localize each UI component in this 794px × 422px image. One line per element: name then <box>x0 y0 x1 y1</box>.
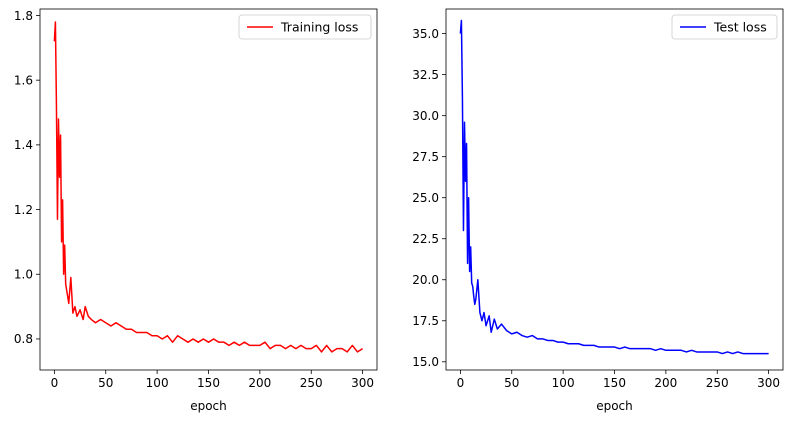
training-loss-y-tick-label: 1.0 <box>14 268 33 282</box>
test-loss-chart: 0 50 100 150 200 250 300 15.0 17.5 20.0 22.5 25.0 27… <box>412 8 784 413</box>
training-loss-x-tick-label: 300 <box>351 376 374 390</box>
test-loss-x-tick-label: 300 <box>757 376 780 390</box>
test-loss-y-tick-label: 17.5 <box>412 314 439 328</box>
test-loss-y-tick-label: 25.0 <box>412 191 439 205</box>
training-loss-chart: 0 50 100 150 200 250 300 0.8 1.0 1.2 1.4 1.6 1.8 epoc… <box>14 8 378 413</box>
training-loss-legend-label: Training loss <box>280 20 358 35</box>
training-loss-y-tick-label: 1.4 <box>14 138 33 152</box>
training-loss-legend: Training loss <box>238 14 372 40</box>
test-loss-y-tick-label: 20.0 <box>412 273 439 287</box>
test-loss-x-axis-label: epoch <box>596 399 633 413</box>
training-loss-y-tick-label: 0.8 <box>14 332 33 346</box>
test-loss-legend: Test loss <box>671 14 778 40</box>
training-loss-x-tick-label: 100 <box>146 376 169 390</box>
test-loss-x-tick-label: 100 <box>552 376 575 390</box>
test-loss-x-tick-label: 150 <box>603 376 626 390</box>
training-loss-series-line <box>53 21 364 353</box>
training-loss-y-tick-label: 1.8 <box>14 9 33 23</box>
test-loss-x-tick-label: 200 <box>654 376 677 390</box>
test-loss-y-tick-label: 27.5 <box>412 150 439 164</box>
training-loss-x-tick-label: 50 <box>98 376 113 390</box>
training-loss-y-tick-label: 1.6 <box>14 73 33 87</box>
test-loss-plot-frame <box>445 8 784 371</box>
test-loss-y-tick-label: 30.0 <box>412 109 439 123</box>
test-loss-y-tick-label: 32.5 <box>412 68 439 82</box>
test-loss-legend-label: Test loss <box>713 20 767 35</box>
test-loss-x-tick-label: 250 <box>706 376 729 390</box>
training-loss-x-tick-label: 0 <box>51 376 59 390</box>
test-loss-y-tick-label: 22.5 <box>412 232 439 246</box>
training-loss-x-tick-label: 200 <box>248 376 271 390</box>
training-loss-x-tick-label: 250 <box>300 376 323 390</box>
test-loss-y-tick-label: 35.0 <box>412 27 439 41</box>
test-loss-x-tick-label: 0 <box>457 376 465 390</box>
test-loss-series-line <box>459 19 769 355</box>
test-loss-y-tick-label: 15.0 <box>412 355 439 369</box>
test-loss-x-tick-label: 50 <box>504 376 519 390</box>
training-loss-y-tick-label: 1.2 <box>14 203 33 217</box>
training-loss-plot-frame <box>39 8 378 371</box>
test-loss-legend-box <box>671 14 778 40</box>
training-loss-x-axis-label: epoch <box>190 399 227 413</box>
training-loss-legend-box <box>238 14 372 40</box>
training-loss-x-tick-label: 150 <box>197 376 220 390</box>
